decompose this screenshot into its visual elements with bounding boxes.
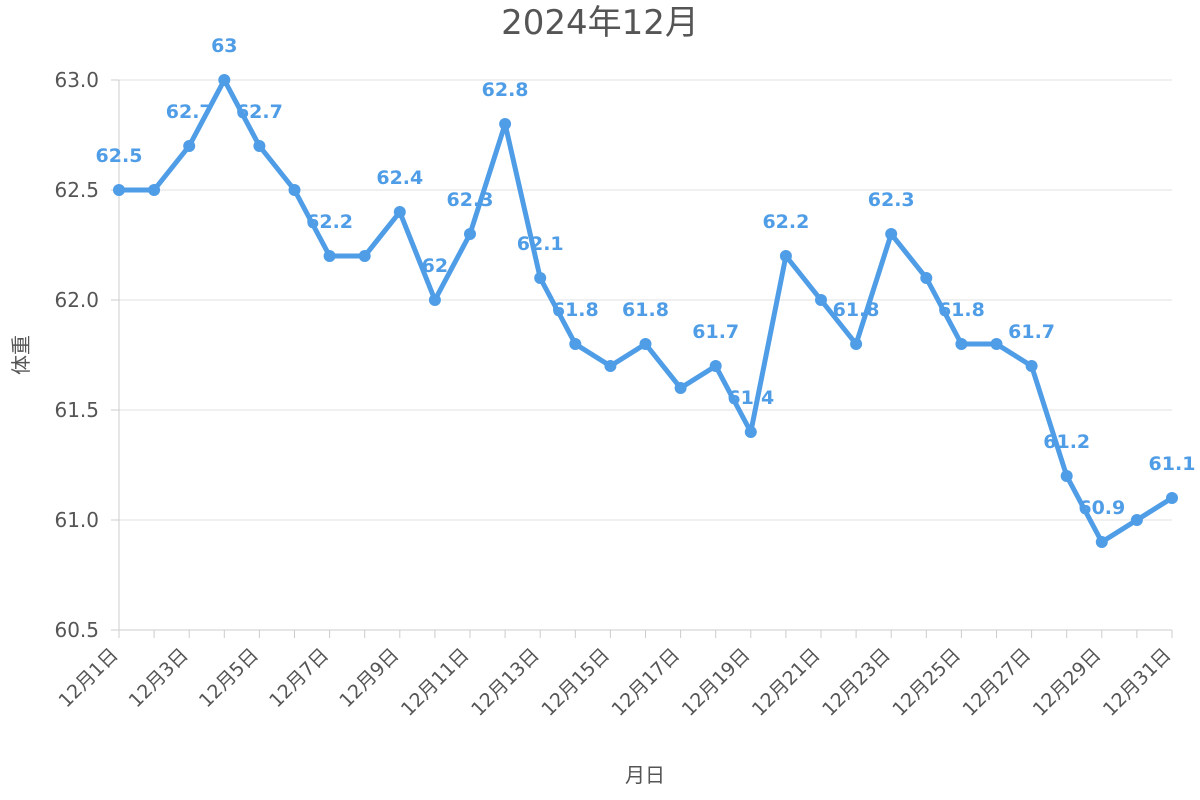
y-tick-label: 61.0: [54, 508, 99, 532]
data-point: [393, 206, 406, 218]
data-point: [288, 184, 301, 196]
data-point: [148, 184, 161, 196]
chart-title: 2024年12月: [501, 3, 699, 43]
x-tick-label: 12月19日: [678, 644, 755, 721]
x-tick-label: 12月11日: [397, 644, 474, 721]
data-label: 62.3: [868, 189, 915, 211]
data-label: 62.2: [762, 211, 809, 233]
data-point: [428, 294, 441, 306]
data-label: 62: [422, 255, 448, 277]
x-tick-label: 12月31日: [1099, 644, 1176, 721]
x-tick-label: 12月1日: [54, 644, 122, 712]
data-label: 62.3: [447, 189, 494, 211]
data-label: 62.8: [482, 79, 529, 101]
data-point: [639, 338, 652, 350]
y-tick-label: 60.5: [54, 618, 99, 642]
data-label: 62.1: [517, 233, 564, 255]
data-point: [183, 140, 196, 152]
y-tick-label: 62.0: [54, 288, 99, 312]
x-tick-label: 12月21日: [748, 644, 825, 721]
data-points: [113, 74, 1178, 548]
data-label: 61.8: [938, 299, 985, 321]
data-point: [534, 272, 547, 284]
x-tick-label: 12月17日: [608, 644, 685, 721]
x-tick-label: 12月25日: [888, 644, 965, 721]
data-point: [815, 294, 827, 306]
data-point: [499, 118, 512, 130]
data-point: [955, 338, 968, 350]
data-label: 62.2: [306, 211, 353, 233]
x-tick-label: 12月13日: [467, 644, 544, 721]
data-point: [885, 228, 898, 240]
x-tick-label: 12月7日: [265, 644, 333, 712]
x-tick-label: 12月15日: [537, 644, 614, 721]
data-point: [253, 140, 266, 152]
data-point: [744, 426, 757, 438]
x-tick-label: 12月3日: [125, 644, 193, 712]
data-point: [920, 272, 933, 284]
data-point: [779, 250, 792, 262]
data-point: [990, 338, 1003, 350]
data-label: 62.4: [376, 167, 423, 189]
data-label: 61.7: [692, 321, 739, 343]
data-label: 62.5: [96, 145, 143, 167]
data-point: [850, 338, 863, 350]
data-point: [464, 228, 476, 240]
x-axis-ticks: 12月1日 12月3日 12月5日 12月7日 12月9日12月11日12月13日12月…: [54, 630, 1176, 721]
x-tick-label: 12月9日: [335, 644, 403, 712]
data-point: [604, 360, 617, 372]
data-label: 61.8: [552, 299, 599, 321]
y-axis-title: 体重: [9, 335, 33, 375]
data-label: 61.8: [622, 299, 669, 321]
data-point: [218, 74, 231, 86]
data-label: 62.7: [236, 101, 283, 123]
data-point: [1025, 360, 1038, 372]
data-point: [674, 382, 687, 394]
data-label: 61.1: [1149, 453, 1196, 475]
data-point: [1166, 492, 1178, 504]
data-point: [1060, 470, 1073, 482]
data-label: 61.7: [1008, 321, 1055, 343]
data-label: 63: [211, 35, 237, 57]
data-point: [113, 184, 125, 196]
data-label: 61.4: [727, 387, 774, 409]
x-tick-label: 12月5日: [195, 644, 263, 712]
x-tick-label: 12月23日: [818, 644, 895, 721]
data-point: [569, 338, 582, 350]
y-axis-ticks: 60.5 61.0 61.5 62.0 62.5 63.0: [54, 68, 119, 642]
y-tick-label: 62.5: [54, 178, 99, 202]
data-label: 62.7: [166, 101, 213, 123]
data-point: [323, 250, 336, 262]
y-tick-label: 63.0: [54, 68, 99, 92]
x-tick-label: 12月29日: [1029, 644, 1106, 721]
data-point: [709, 360, 722, 372]
data-labels: 62.5 62.7 63 62.7 62.2 62.4 62 62.3 62.8 62.1 61.8…: [96, 35, 1196, 519]
x-tick-label: 12月27日: [959, 644, 1036, 721]
data-point: [1095, 536, 1108, 548]
data-point: [358, 250, 371, 262]
data-point: [1130, 514, 1143, 526]
x-axis-title: 月日: [625, 763, 665, 787]
data-label: 60.9: [1078, 497, 1125, 519]
data-label: 61.8: [833, 299, 880, 321]
y-tick-label: 61.5: [54, 398, 99, 422]
data-label: 61.2: [1043, 431, 1090, 453]
